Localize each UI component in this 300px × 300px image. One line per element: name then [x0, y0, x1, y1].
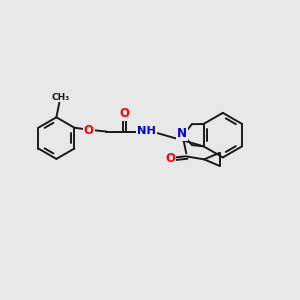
- Text: O: O: [84, 124, 94, 136]
- Text: O: O: [119, 106, 129, 120]
- Text: O: O: [165, 152, 175, 165]
- Text: N: N: [177, 127, 187, 140]
- Text: CH₃: CH₃: [51, 93, 69, 102]
- Text: NH: NH: [137, 126, 156, 136]
